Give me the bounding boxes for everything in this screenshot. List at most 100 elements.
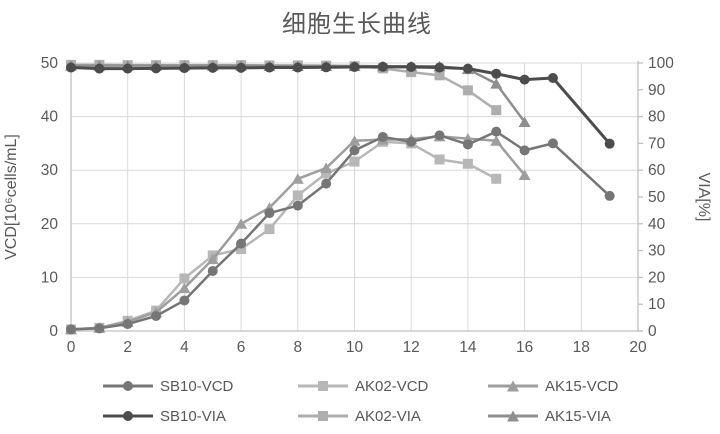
- y-right-tick-label: 40: [648, 216, 666, 233]
- y-right-tick-label: 0: [648, 323, 657, 340]
- marker-triangle: [206, 253, 219, 265]
- marker-circle: [236, 238, 247, 249]
- axis-lines: [70, 61, 643, 332]
- legend-label: SB10-VIA: [160, 407, 226, 425]
- legend-label: AK15-VIA: [545, 407, 611, 425]
- marker-circle: [94, 63, 105, 74]
- marker-circle: [264, 62, 275, 73]
- y-right-tick-label: 100: [648, 55, 674, 72]
- y-right-tick-label: 20: [648, 269, 666, 286]
- x-tick-label: 4: [180, 339, 189, 356]
- marker-circle: [207, 62, 218, 73]
- y-left-tick-label: 20: [41, 216, 59, 233]
- x-tick-label: 2: [123, 339, 132, 356]
- marker-circle: [406, 62, 417, 73]
- marker-square: [349, 156, 360, 167]
- marker-circle: [66, 62, 76, 73]
- marker-circle: [406, 136, 417, 147]
- marker-circle: [122, 319, 133, 330]
- legend-item-AK15-VIA: AK15-VIA: [488, 407, 611, 425]
- marker-triangle: [291, 173, 304, 184]
- marker-circle: [434, 130, 445, 141]
- marker-circle: [491, 126, 502, 137]
- marker-circle: [321, 178, 332, 189]
- marker-square: [264, 224, 275, 235]
- marker-triangle: [518, 169, 531, 181]
- legend-label: AK15-VCD: [545, 377, 619, 395]
- marker-square: [236, 243, 247, 254]
- y-left-tick-label: 40: [41, 109, 59, 126]
- marker-square: [462, 85, 473, 96]
- series-line-AK02-VCD: [70, 140, 497, 331]
- marker-circle: [207, 265, 218, 276]
- series-line-SB10-VCD: [70, 130, 611, 331]
- marker-circle: [94, 323, 105, 334]
- marker-circle: [292, 62, 303, 73]
- legend-swatch-triangle-icon: [488, 380, 538, 392]
- series-SB10-VIA: [66, 61, 615, 149]
- x-tick-label: 12: [403, 339, 420, 356]
- marker-circle: [434, 62, 445, 73]
- legend-swatch-square-icon: [298, 381, 348, 391]
- y-left-tick-label: 30: [41, 162, 59, 179]
- marker-square: [179, 273, 190, 284]
- tick-labels: 0 2 4 6 8 10 12 14 16 18 2001020304050010203040506…: [41, 55, 674, 356]
- x-tick-label: 18: [573, 339, 590, 356]
- x-tick-label: 0: [67, 339, 76, 356]
- marker-square: [462, 158, 473, 169]
- marker-circle: [349, 145, 360, 156]
- marker-circle: [179, 295, 190, 306]
- marker-circle: [236, 62, 247, 73]
- marker-triangle: [518, 116, 531, 127]
- x-tick-label: 6: [237, 339, 246, 356]
- marker-circle: [519, 145, 530, 156]
- marker-triangle: [490, 78, 503, 89]
- marker-square: [321, 168, 332, 179]
- marker-circle: [321, 62, 332, 73]
- marker-circle: [547, 73, 558, 84]
- legend-label: AK02-VIA: [355, 407, 421, 425]
- x-tick-label: 10: [346, 339, 364, 356]
- marker-circle: [462, 63, 473, 74]
- y-right-tick-label: 30: [648, 243, 666, 260]
- y-right-tick-label: 60: [648, 162, 666, 179]
- legend-item-AK02-VIA: AK02-VIA: [298, 407, 421, 425]
- y-right-tick-label: 10: [648, 296, 666, 313]
- marker-triangle: [235, 218, 248, 229]
- y-right-tick-label: 70: [648, 135, 666, 152]
- marker-square: [491, 105, 502, 116]
- x-tick-label: 8: [293, 339, 302, 356]
- y-right-tick-label: 90: [648, 82, 666, 99]
- legend-swatch-square-icon: [298, 411, 348, 421]
- x-tick-label: 16: [516, 339, 533, 356]
- marker-circle: [519, 74, 530, 85]
- marker-square: [406, 67, 417, 78]
- marker-circle: [264, 208, 275, 219]
- marker-circle: [462, 139, 473, 150]
- legend-item-SB10-VCD: SB10-VCD: [103, 377, 234, 395]
- legend-swatch-triangle-icon: [488, 410, 538, 422]
- legend-label: AK02-VCD: [355, 377, 429, 395]
- marker-square: [292, 190, 303, 201]
- marker-circle: [349, 62, 360, 73]
- x-tick-label: 14: [459, 339, 477, 356]
- legend-label: SB10-VCD: [160, 377, 234, 395]
- series-SB10-VCD: [66, 126, 615, 335]
- y-right-tick-label: 80: [648, 109, 666, 126]
- marker-square: [491, 173, 502, 184]
- marker-circle: [151, 310, 162, 321]
- y-left-tick-label: 10: [41, 269, 59, 286]
- legend-item-AK15-VCD: AK15-VCD: [488, 377, 619, 395]
- marker-circle: [179, 63, 190, 74]
- marker-circle: [604, 138, 615, 149]
- legend-swatch-circle-icon: [103, 381, 153, 391]
- marker-triangle: [348, 135, 361, 146]
- gridlines: [71, 62, 638, 331]
- marker-circle: [377, 131, 388, 142]
- marker-circle: [547, 138, 558, 149]
- marker-triangle: [490, 135, 503, 146]
- marker-circle: [604, 190, 615, 201]
- marker-circle: [151, 63, 162, 74]
- chart-title: 细胞生长曲线: [282, 11, 432, 38]
